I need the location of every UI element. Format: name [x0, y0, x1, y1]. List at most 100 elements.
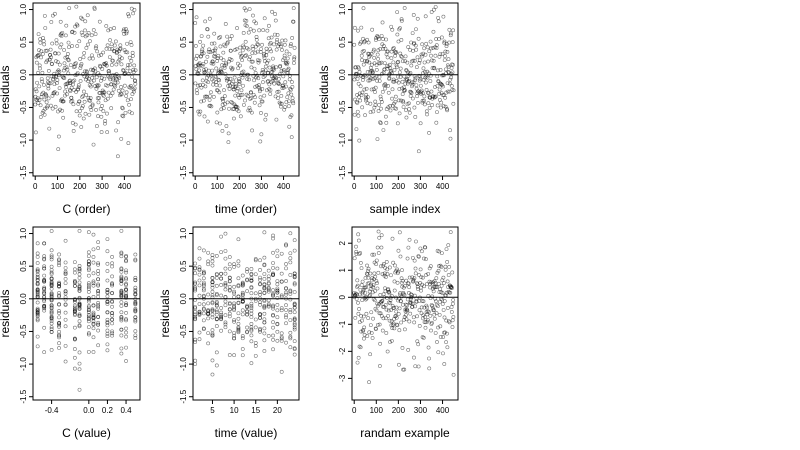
- data-point: [238, 45, 243, 50]
- data-point: [236, 326, 241, 331]
- data-point: [126, 141, 131, 146]
- data-point: [382, 271, 387, 276]
- data-point: [77, 275, 82, 280]
- data-point: [40, 70, 45, 75]
- data-point: [383, 275, 388, 279]
- data-point: [279, 293, 284, 298]
- data-point: [370, 252, 375, 257]
- data-point: [292, 305, 297, 310]
- data-point: [258, 328, 262, 333]
- data-point: [431, 289, 436, 294]
- data-point: [292, 325, 297, 330]
- data-point: [42, 297, 47, 302]
- data-point: [249, 285, 254, 290]
- data-point: [290, 36, 295, 40]
- data-point: [451, 88, 456, 93]
- data-point: [240, 290, 245, 295]
- data-point: [418, 58, 422, 63]
- data-point: [193, 281, 198, 286]
- data-point: [119, 327, 124, 332]
- data-point: [425, 112, 429, 117]
- data-point: [193, 21, 198, 25]
- data-point: [446, 273, 451, 277]
- data-point: [379, 264, 383, 269]
- data-point: [375, 322, 380, 327]
- data-point: [86, 297, 91, 302]
- data-point: [368, 323, 373, 328]
- data-point: [200, 78, 205, 83]
- data-point: [86, 263, 91, 268]
- data-point: [375, 286, 380, 291]
- data-point: [42, 42, 47, 47]
- data-point: [274, 65, 279, 70]
- data-point: [49, 315, 54, 320]
- data-point: [78, 57, 83, 61]
- data-point: [430, 103, 435, 107]
- data-point: [40, 111, 45, 115]
- data-point: [415, 314, 419, 319]
- data-point: [68, 89, 73, 93]
- data-point: [110, 329, 114, 334]
- data-point: [440, 302, 445, 306]
- data-point: [366, 78, 371, 83]
- data-point: [112, 26, 116, 30]
- data-point: [369, 310, 374, 315]
- data-point: [35, 312, 40, 317]
- data-point: [365, 37, 369, 42]
- data-point: [399, 54, 404, 59]
- data-point: [220, 102, 225, 107]
- data-point: [193, 340, 198, 344]
- data-point: [284, 290, 288, 295]
- data-point: [266, 281, 271, 286]
- data-point: [49, 267, 54, 272]
- data-point: [266, 268, 271, 273]
- data-point: [57, 293, 61, 298]
- data-point: [232, 318, 237, 322]
- data-point: [44, 100, 49, 105]
- data-point: [210, 315, 215, 320]
- data-point: [40, 79, 45, 84]
- data-point: [219, 107, 224, 112]
- data-point: [363, 290, 368, 295]
- data-point: [400, 346, 405, 350]
- data-point: [48, 47, 53, 52]
- data-point: [288, 336, 293, 341]
- data-point: [114, 72, 119, 77]
- data-point: [437, 264, 441, 268]
- data-point: [35, 306, 40, 311]
- data-point: [442, 39, 447, 44]
- data-point: [83, 111, 88, 116]
- data-point: [209, 104, 214, 109]
- data-point: [57, 261, 61, 265]
- data-point: [100, 67, 105, 71]
- data-point: [42, 266, 47, 271]
- data-point: [240, 48, 245, 53]
- data-point: [427, 266, 432, 271]
- data-point: [82, 51, 87, 55]
- data-point: [86, 289, 91, 294]
- data-point: [61, 115, 66, 120]
- data-point: [42, 97, 47, 102]
- data-point: [201, 269, 206, 274]
- data-point: [133, 82, 138, 86]
- data-point: [133, 336, 138, 340]
- data-point: [91, 313, 96, 318]
- data-point: [206, 250, 211, 255]
- data-point: [450, 70, 455, 75]
- data-point: [72, 309, 77, 314]
- data-point: [218, 67, 223, 72]
- data-point: [119, 300, 124, 305]
- data-point: [279, 308, 284, 313]
- data-point: [256, 76, 261, 81]
- data-point: [90, 56, 95, 61]
- data-point: [119, 346, 124, 351]
- data-point: [395, 267, 400, 272]
- data-point: [445, 107, 449, 111]
- data-point: [376, 251, 381, 255]
- data-point: [359, 313, 363, 318]
- data-point: [214, 293, 219, 298]
- data-point: [120, 88, 125, 93]
- data-point: [197, 256, 202, 261]
- data-point: [435, 68, 440, 73]
